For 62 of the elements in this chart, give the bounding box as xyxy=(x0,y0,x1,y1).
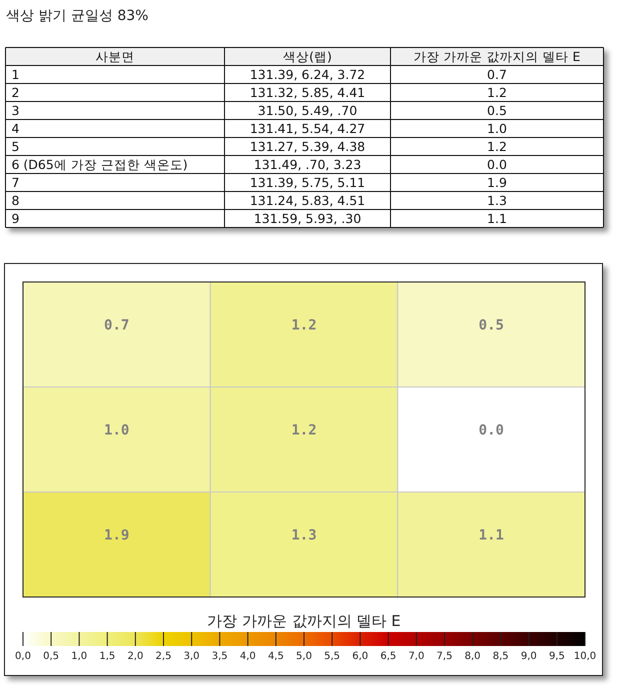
color-bar-label: 9,5 xyxy=(548,651,565,662)
text: 131.27, 5.39, 4.38 xyxy=(250,139,366,154)
text: 1.3 xyxy=(487,193,507,208)
color-bar-label: 5,0 xyxy=(296,651,312,662)
color-bar-label: 2,5 xyxy=(156,651,172,662)
color-bar-label: 4,5 xyxy=(268,651,284,662)
text: 2 xyxy=(12,85,20,100)
color-bar-label: 1,0 xyxy=(71,651,88,662)
text: 131.49, .70, 3.23 xyxy=(254,157,362,172)
data-label: 0.0 xyxy=(478,422,504,438)
text: 0.0 xyxy=(487,157,507,172)
color-bar-label: 6,0 xyxy=(352,651,368,662)
data-label: 1.3 xyxy=(291,528,317,544)
data-label: 0.5 xyxy=(478,318,504,334)
data-label: 1.2 xyxy=(291,422,317,438)
text: 0.7 xyxy=(487,67,507,82)
text: 131.24, 5.83, 4.51 xyxy=(250,193,366,208)
color-bar-label: 3,0 xyxy=(184,651,200,662)
text: 1.2 xyxy=(487,139,507,154)
text: 1.2 xyxy=(487,85,507,100)
category-label: 사분면 xyxy=(96,49,134,64)
text: 131.39, 5.75, 5.11 xyxy=(250,175,366,190)
color-bar-title: 가장 가까운 값까지의 델타 E xyxy=(207,612,401,630)
text: 색상 밝기 균일성 83% xyxy=(6,8,148,24)
color-bar-label: 8,0 xyxy=(464,651,481,662)
color-bar-label: 8,5 xyxy=(492,651,509,662)
category-label: 가장 가까운 값까지의 델타 E xyxy=(414,49,580,64)
text: 131.32, 5.85, 4.41 xyxy=(250,85,366,100)
text: 131.39, 6.24, 3.72 xyxy=(250,67,366,82)
color-bar-label: 1,5 xyxy=(99,651,116,662)
data-label: 1.0 xyxy=(104,422,130,438)
text: 8 xyxy=(12,193,20,208)
color-bar-label: 5,5 xyxy=(324,651,340,662)
text: 9 xyxy=(12,211,20,226)
data-label: 1.1 xyxy=(478,528,504,544)
color-bar-label: 7,5 xyxy=(436,651,452,662)
text: 1.0 xyxy=(487,121,507,136)
color-bar-label: 7,0 xyxy=(408,651,424,662)
text: 0.5 xyxy=(487,103,507,118)
text: 1 xyxy=(12,67,20,82)
data-label: 1.2 xyxy=(291,318,317,334)
category-label: 색상(랩) xyxy=(283,49,332,64)
text: 1.1 xyxy=(487,211,507,226)
text: 31.50, 5.49, .70 xyxy=(258,103,358,118)
color-bar-label: 3,5 xyxy=(212,651,228,662)
text: 6 (D65에 가장 근접한 색온도) xyxy=(12,157,188,172)
color-bar-label: 4,0 xyxy=(240,651,256,662)
data-label: 1.9 xyxy=(104,528,130,544)
data-label: 0.7 xyxy=(104,318,130,334)
text: 131.59, 5.93, .30 xyxy=(254,211,362,226)
color-bar-label: 0,5 xyxy=(43,651,60,662)
color-bar-label: 10,0 xyxy=(574,651,596,662)
text: 1.9 xyxy=(487,175,507,190)
text: 4 xyxy=(12,121,20,136)
color-bar-label: 0,0 xyxy=(15,651,31,662)
text: 3 xyxy=(12,103,20,118)
color-bar-label: 6,5 xyxy=(380,651,396,662)
text: 7 xyxy=(12,175,20,190)
text: 5 xyxy=(12,139,20,154)
text: 131.41, 5.54, 4.27 xyxy=(250,121,366,136)
color-bar-label: 2,0 xyxy=(127,651,144,662)
color-bar-label: 9,0 xyxy=(520,651,537,662)
